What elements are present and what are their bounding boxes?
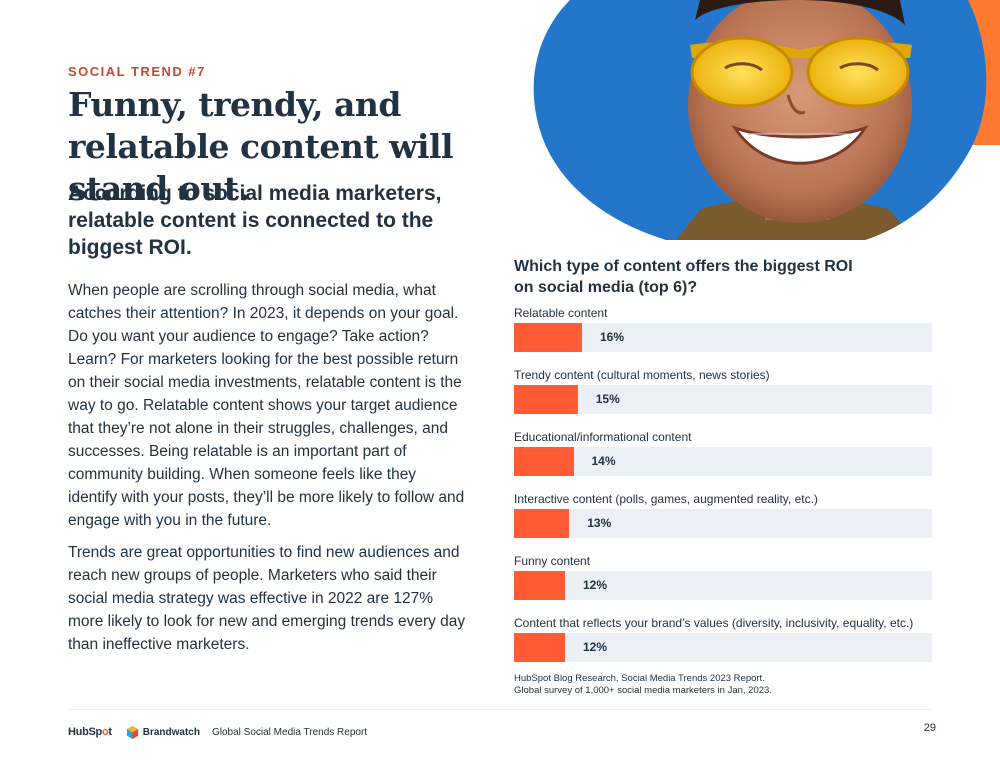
bar xyxy=(514,385,578,414)
chart-row: Trendy content (cultural moments, news s… xyxy=(514,368,934,430)
bar-track: 14% xyxy=(514,447,932,476)
report-title: Global Social Media Trends Report xyxy=(211,726,368,738)
bar xyxy=(514,633,565,662)
roi-bar-chart: Which type of content offers the biggest… xyxy=(514,256,934,678)
bar-track: 12% xyxy=(514,633,932,662)
chart-row: Relatable content 16% xyxy=(514,306,934,368)
bar-track: 13% xyxy=(514,509,932,538)
chart-rows: Relatable content 16% Trendy content (cult… xyxy=(514,306,934,678)
page-headline: Funny, trendy, and relatable content wil… xyxy=(68,85,454,208)
bar-track: 16% xyxy=(514,323,932,352)
bar-track: 15% xyxy=(514,385,932,414)
category-label: Content that reflects your brand’s value… xyxy=(514,616,914,630)
category-label: Relatable content xyxy=(514,306,608,320)
bar-value-label: 14% xyxy=(591,454,616,468)
bar xyxy=(514,571,565,600)
chart-row: Content that reflects your brand’s value… xyxy=(514,616,934,678)
footer-divider xyxy=(68,709,932,710)
body-paragraph-2: Trends are great opportunities to find n… xyxy=(68,544,466,653)
chart-row: Funny content 12% xyxy=(514,554,934,616)
body-copy: When people are scrolling through social… xyxy=(68,279,468,665)
page-number: 29 xyxy=(923,722,936,734)
body-paragraph-1: When people are scrolling through social… xyxy=(68,282,465,529)
bar-value-label: 16% xyxy=(600,330,625,344)
page-subheading: According to social media marketers, rel… xyxy=(68,182,442,259)
chart-row: Interactive content (polls, games, augme… xyxy=(514,492,934,554)
brandwatch-logo: Brandwatch xyxy=(126,725,200,739)
bar-value-label: 12% xyxy=(583,640,608,654)
source-line-2: Global survey of 1,000+ social media mar… xyxy=(514,685,772,696)
hubspot-logo: HubSpot xyxy=(68,726,112,738)
chart-row: Educational/informational content 14% xyxy=(514,430,934,492)
bar xyxy=(514,323,582,352)
brandwatch-hexagon-icon xyxy=(126,725,138,739)
bar-value-label: 15% xyxy=(595,392,620,406)
bar-value-label: 13% xyxy=(587,516,612,530)
chart-source: HubSpot Blog Research, Social Media Tren… xyxy=(514,673,772,697)
category-label: Funny content xyxy=(514,554,591,568)
source-line-1: HubSpot Blog Research, Social Media Tren… xyxy=(514,673,765,684)
bar-value-label: 12% xyxy=(583,578,608,592)
category-label: Educational/informational content xyxy=(514,430,692,444)
brandwatch-wordmark: Brandwatch xyxy=(142,726,200,738)
bar xyxy=(514,509,570,538)
hero-photo xyxy=(533,0,1000,240)
category-label: Trendy content (cultural moments, news s… xyxy=(514,368,770,382)
page-footer: HubSpot Brandwatch Global Social Media T… xyxy=(68,722,367,742)
section-eyebrow: SOCIAL TREND #7 xyxy=(68,64,206,79)
category-label: Interactive content (polls, games, augme… xyxy=(514,492,818,506)
bar-track: 12% xyxy=(514,571,932,600)
chart-title: Which type of content offers the biggest… xyxy=(514,258,853,296)
bar xyxy=(514,447,574,476)
